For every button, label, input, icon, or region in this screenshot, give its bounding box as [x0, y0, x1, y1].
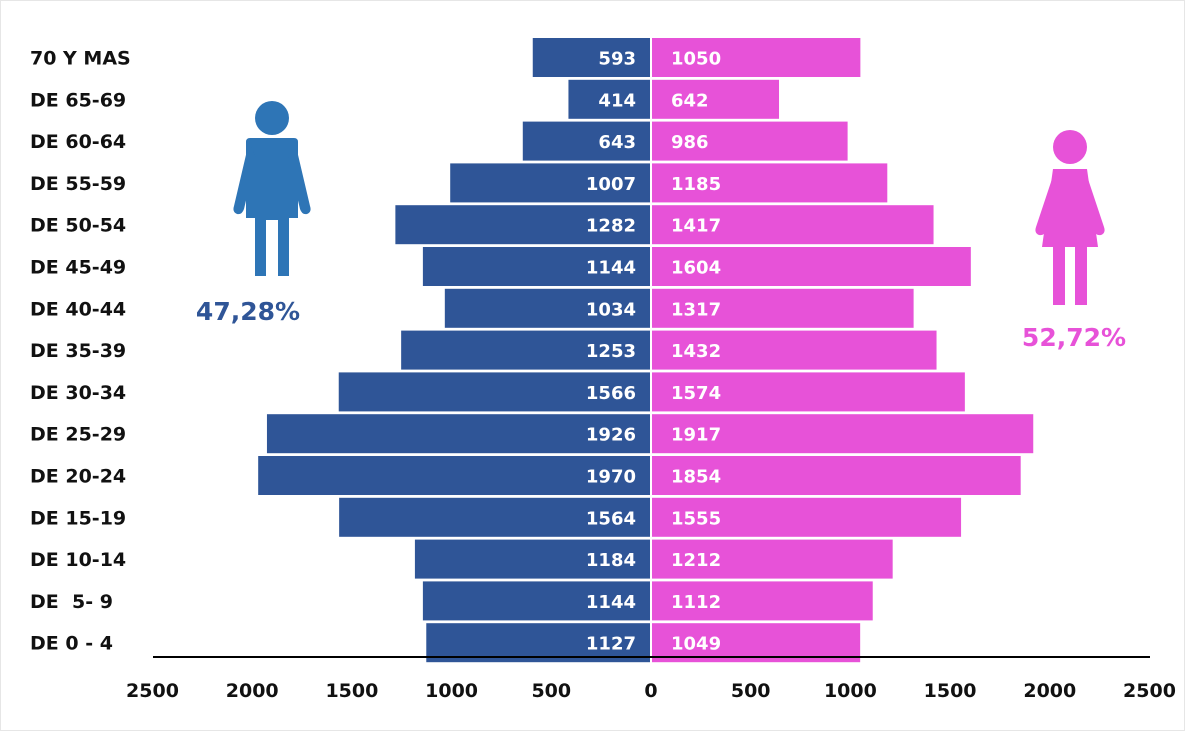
- bar-value-label: 1185: [671, 174, 721, 195]
- bar-female: [652, 539, 893, 579]
- bar-value-label: 1854: [671, 467, 721, 488]
- category-label: DE 20-24: [30, 466, 126, 488]
- category-label: DE 40-44: [30, 298, 126, 320]
- x-tick-label: 2000: [226, 680, 279, 702]
- bar-male: [339, 497, 650, 537]
- bar-male: [522, 121, 650, 161]
- bar-value-label: 1049: [671, 634, 721, 655]
- bar-male: [414, 539, 650, 579]
- x-tick-label: 500: [531, 680, 571, 702]
- bar-male: [444, 288, 650, 328]
- bar-male: [395, 205, 650, 245]
- bar-male: [450, 163, 650, 203]
- bar-female: [652, 38, 861, 77]
- bar-value-label: 643: [598, 132, 636, 153]
- category-label: DE 50-54: [30, 215, 126, 237]
- bar-value-label: 1574: [671, 383, 721, 404]
- bar-value-label: 1555: [671, 508, 721, 529]
- bar-female: [652, 497, 962, 537]
- bar-male: [422, 247, 650, 286]
- bar-value-label: 1917: [671, 425, 721, 446]
- bar-value-label: 1112: [671, 592, 721, 613]
- bar-female: [652, 456, 1021, 495]
- x-tick-label: 2500: [126, 680, 179, 702]
- bar-female: [652, 414, 1034, 454]
- bar-value-label: 1050: [671, 49, 721, 70]
- female-person-icon: [1035, 130, 1105, 305]
- bar-value-label: 1144: [586, 258, 636, 279]
- bar-value-label: 1970: [586, 467, 636, 488]
- bar-female: [652, 581, 873, 621]
- bar-male: [266, 414, 650, 454]
- bar-value-label: 414: [598, 90, 636, 111]
- bar-male: [258, 456, 650, 495]
- category-labels: 70 Y MAS DE 65-69 DE 60-64 DE 55-59 DE 50-54…: [30, 48, 131, 655]
- bar-value-label: 986: [671, 132, 709, 153]
- bar-male: [426, 623, 650, 663]
- bar-female: [652, 79, 780, 119]
- category-label: DE 30-34: [30, 382, 126, 404]
- bar-value-label: 1184: [586, 550, 636, 571]
- category-label: DE 60-64: [30, 131, 126, 153]
- category-label: DE 10-14: [30, 549, 126, 571]
- bar-male: [532, 38, 650, 77]
- bar-male: [568, 79, 650, 119]
- category-label: DE 15-19: [30, 507, 126, 529]
- x-tick-label: 1500: [924, 680, 977, 702]
- category-label: DE 5- 9: [30, 591, 113, 613]
- category-label: DE 25-29: [30, 424, 126, 446]
- bar-male: [422, 581, 650, 621]
- bar-value-label: 1926: [586, 425, 636, 446]
- bar-male: [338, 372, 650, 412]
- bar-female: [652, 330, 937, 370]
- bar-male: [401, 330, 650, 370]
- bars-group: 593 1050 414 642 643 986 1007 1185 1282 1417 1144 1…: [258, 38, 1034, 663]
- x-tick-label: 2000: [1023, 680, 1076, 702]
- bar-value-label: 1144: [586, 592, 636, 613]
- bar-female: [652, 288, 914, 328]
- bar-value-label: 1564: [586, 508, 636, 529]
- male-person-icon: [233, 101, 311, 276]
- bar-value-label: 1212: [671, 550, 721, 571]
- category-label: DE 55-59: [30, 173, 126, 195]
- x-tick-label: 1000: [824, 680, 877, 702]
- bar-value-label: 1432: [671, 341, 721, 362]
- bar-value-label: 1034: [586, 299, 636, 320]
- category-label: DE 35-39: [30, 340, 126, 362]
- x-tick-label: 0: [644, 680, 657, 702]
- bar-value-label: 1007: [586, 174, 636, 195]
- female-percent-label: 52,72%: [1022, 323, 1126, 352]
- bar-value-label: 1127: [586, 634, 636, 655]
- x-tick-label: 1000: [425, 680, 478, 702]
- bar-value-label: 1566: [586, 383, 636, 404]
- category-label: 70 Y MAS: [30, 48, 131, 70]
- bar-female: [652, 121, 848, 161]
- bar-female: [652, 163, 888, 203]
- category-label: DE 65-69: [30, 89, 126, 111]
- category-label: DE 0 - 4: [30, 633, 113, 655]
- bar-value-label: 1417: [671, 216, 721, 237]
- bar-female: [652, 623, 861, 663]
- bar-value-label: 1604: [671, 258, 721, 279]
- male-percent-label: 47,28%: [196, 297, 300, 326]
- bar-value-label: 1282: [586, 216, 636, 237]
- x-tick-label: 500: [731, 680, 771, 702]
- bar-value-label: 642: [671, 90, 709, 111]
- x-tick-label: 1500: [325, 680, 378, 702]
- bar-female: [652, 247, 971, 286]
- x-tick-label: 2500: [1123, 680, 1176, 702]
- bar-female: [652, 372, 965, 412]
- bar-female: [652, 205, 934, 245]
- bar-value-label: 593: [598, 49, 636, 70]
- x-tick-labels: 2500 2000 1500 1000 500 0 500 1000 1500 2000 2500: [126, 680, 1176, 702]
- category-label: DE 45-49: [30, 257, 126, 279]
- bar-value-label: 1317: [671, 299, 721, 320]
- bar-value-label: 1253: [586, 341, 636, 362]
